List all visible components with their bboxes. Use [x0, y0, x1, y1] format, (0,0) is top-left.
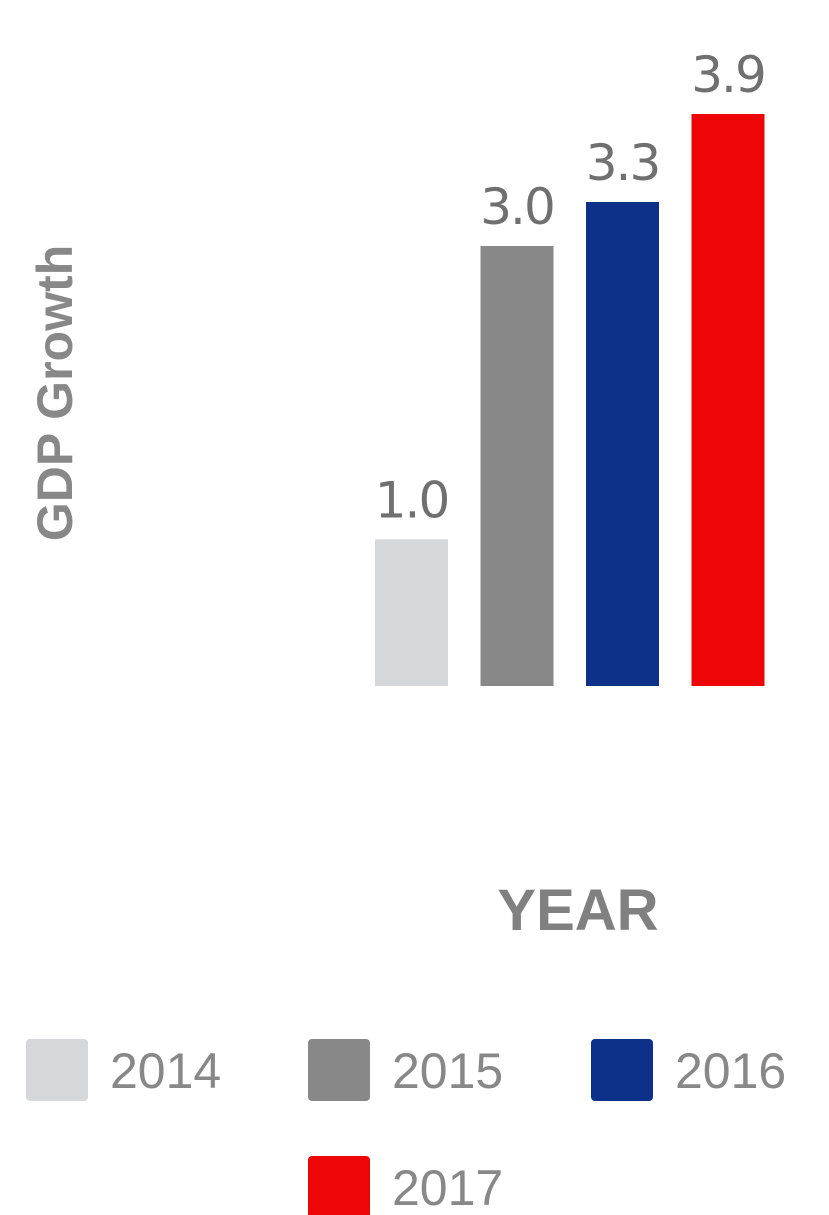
- bar-2014: [375, 539, 448, 686]
- legend-swatch-2016: [591, 1039, 653, 1101]
- legend-label-2015: 2015: [392, 1043, 503, 1099]
- bars-group: [375, 114, 765, 686]
- legend-swatch-2015: [308, 1039, 370, 1101]
- data-label-2015: 3.0: [480, 178, 554, 236]
- legend-item-2016: 2016: [591, 1039, 786, 1101]
- legend-swatch-2014: [26, 1039, 88, 1101]
- legend-label-2017: 2017: [392, 1160, 503, 1215]
- legend: 2014 2015 2016 2017: [26, 1039, 786, 1215]
- legend-item-2015: 2015: [308, 1039, 503, 1101]
- data-label-2017: 3.9: [691, 46, 765, 104]
- bar-2015: [480, 246, 554, 686]
- legend-swatch-2017: [308, 1156, 370, 1215]
- data-labels-group: 1.0 3.0 3.3 3.9: [375, 46, 767, 529]
- legend-label-2014: 2014: [110, 1043, 221, 1099]
- legend-item-2014: 2014: [26, 1039, 221, 1101]
- legend-label-2016: 2016: [675, 1043, 786, 1099]
- data-label-2016: 3.3: [586, 134, 660, 192]
- x-axis-label: YEAR: [497, 878, 658, 943]
- y-axis-label: GDP Growth: [27, 245, 83, 541]
- data-label-2014: 1.0: [375, 471, 449, 529]
- legend-item-2017: 2017: [308, 1156, 503, 1215]
- bar-2017: [691, 114, 765, 686]
- bar-2016: [586, 202, 659, 686]
